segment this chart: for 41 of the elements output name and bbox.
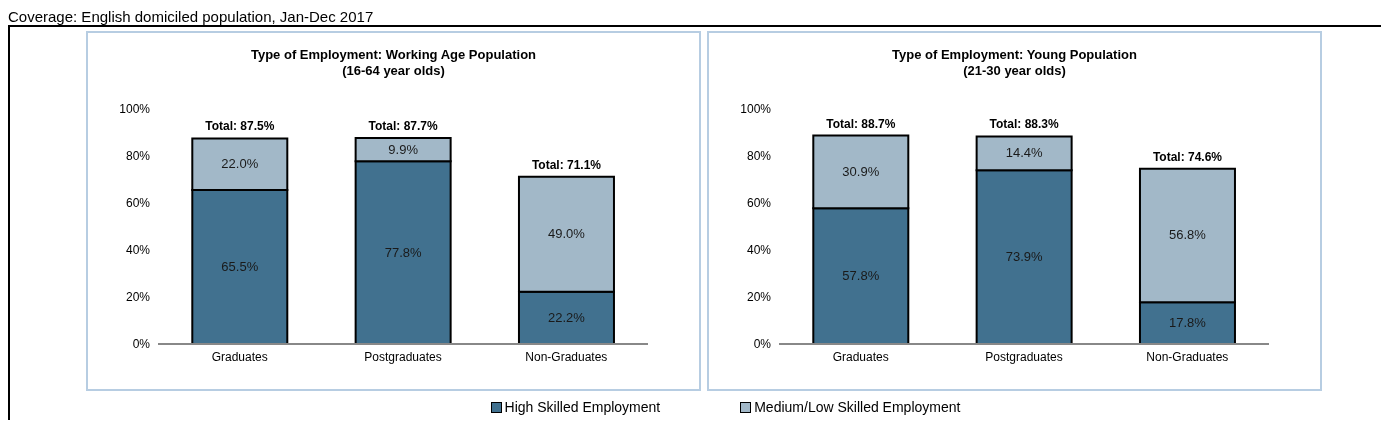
y-tick-label: 20% xyxy=(125,290,151,305)
chart-title: Type of Employment: Young Population (21-30 year olds) xyxy=(891,47,1138,79)
data-label: 57.8% xyxy=(842,268,880,284)
total-label: Total: 87.5% xyxy=(205,119,275,134)
y-tick-label: 0% xyxy=(132,337,151,352)
y-tick-label: 40% xyxy=(746,243,772,258)
x-tick-label: Postgraduates xyxy=(364,349,442,364)
y-tick-label: 80% xyxy=(746,149,772,164)
y-tick-label: 60% xyxy=(746,196,772,211)
y-tick-label: 100% xyxy=(119,102,151,117)
y-tick-label: 100% xyxy=(740,102,772,117)
legend-label: High Skilled Employment xyxy=(504,399,661,415)
total-label: Total: 71.1% xyxy=(531,157,602,172)
text: Coverage: English domiciled population, Jan-Dec 2017 xyxy=(8,8,375,25)
data-label: 17.8% xyxy=(1169,315,1207,331)
data-label: 73.9% xyxy=(1005,249,1043,265)
total-label: Total: 88.7% xyxy=(826,116,896,131)
data-label: 30.9% xyxy=(842,163,880,179)
chart-title: Type of Employment: Working Age Population (16-64 year olds) xyxy=(249,47,537,79)
data-label: 56.8% xyxy=(1169,227,1207,243)
data-label: 22.2% xyxy=(548,309,586,325)
x-tick-label: Non-Graduates xyxy=(525,349,608,364)
y-tick-label: 40% xyxy=(125,243,151,258)
x-tick-label: Graduates xyxy=(211,349,268,364)
y-tick-label: 60% xyxy=(125,196,151,211)
data-label: 9.9% xyxy=(388,141,419,157)
total-label: Total: 74.6% xyxy=(1152,149,1223,164)
x-tick-label: Postgraduates xyxy=(985,349,1063,364)
data-label: 49.0% xyxy=(548,226,586,242)
total-label: Total: 87.7% xyxy=(368,118,439,133)
data-label: 77.8% xyxy=(384,244,422,260)
y-tick-label: 0% xyxy=(753,337,772,352)
y-tick-label: 20% xyxy=(746,290,772,305)
x-tick-label: Graduates xyxy=(832,349,889,364)
y-tick-label: 80% xyxy=(125,149,151,164)
legend-label: Medium/Low Skilled Employment xyxy=(754,399,961,415)
data-label: 14.4% xyxy=(1005,145,1043,161)
data-label: 22.0% xyxy=(221,156,259,172)
x-tick-label: Non-Graduates xyxy=(1146,349,1229,364)
total-label: Total: 88.3% xyxy=(989,117,1060,132)
data-label: 65.5% xyxy=(221,259,259,275)
